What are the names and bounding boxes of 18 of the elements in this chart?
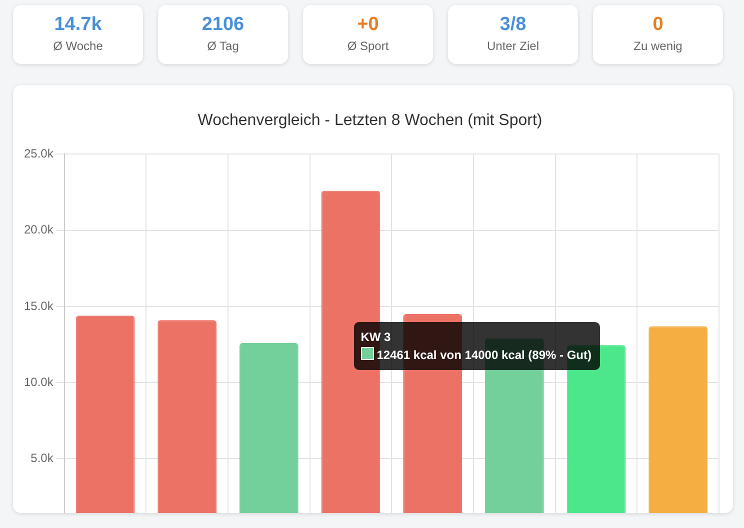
text: Ø Tag bbox=[206, 39, 240, 53]
text: 14.7k bbox=[53, 14, 103, 36]
y-tick-label: 15.0k bbox=[24, 298, 54, 313]
y-tick-label: 20.0k bbox=[24, 222, 54, 237]
text: 3/8 bbox=[498, 14, 528, 36]
annotation: KW 3 bbox=[360, 329, 392, 346]
annotation: 12461 kcal von 14000 kcal (89% - Gut) bbox=[376, 347, 592, 364]
text: Ø Sport bbox=[346, 39, 390, 53]
text: Ø Woche bbox=[52, 39, 104, 53]
text: Zu wenig bbox=[632, 39, 684, 53]
y-tick-label: 10.0k bbox=[24, 374, 54, 389]
y-tick-label: 25.0k bbox=[24, 146, 54, 161]
text: +0 bbox=[356, 14, 380, 36]
text: 2106 bbox=[200, 14, 246, 36]
chart-title: Wochenvergleich - Letzten 8 Wochen (mit Sport) bbox=[198, 112, 542, 130]
text: 0 bbox=[652, 14, 664, 36]
y-tick-label: 5.0k bbox=[30, 450, 54, 465]
text: Unter Ziel bbox=[486, 39, 540, 53]
